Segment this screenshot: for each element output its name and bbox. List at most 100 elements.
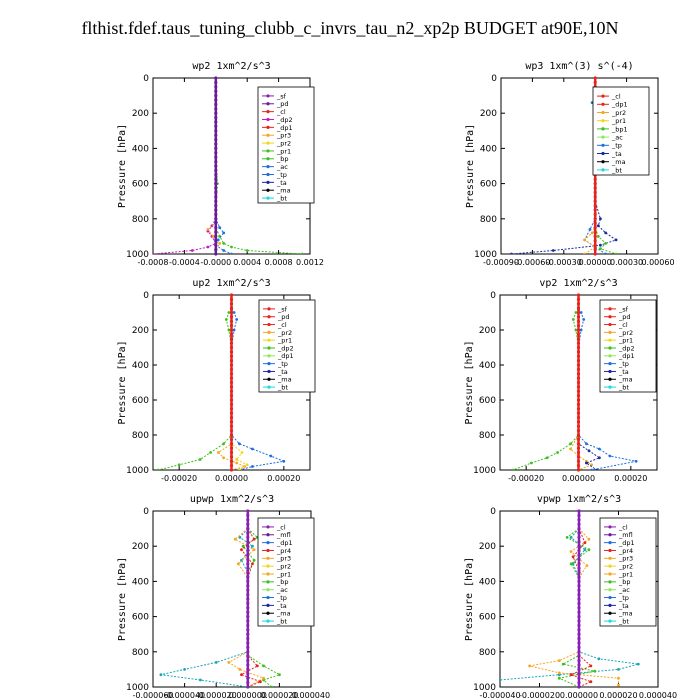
legend-entry: _cl — [276, 108, 286, 116]
data-point — [571, 318, 575, 321]
chart-title: up2 1xm^2/s^3 — [192, 278, 270, 289]
data-point — [227, 661, 231, 664]
legend-marker — [266, 533, 270, 537]
center-marker — [576, 319, 581, 323]
x-tick-label: 0.00020 — [614, 474, 647, 483]
center-marker — [576, 459, 581, 463]
center-marker — [229, 450, 234, 455]
center-marker — [577, 663, 581, 667]
data-point — [599, 243, 602, 247]
center-marker — [576, 354, 581, 358]
legend-marker — [266, 525, 270, 529]
chart-title: vpwp 1xm^2/s^3 — [537, 494, 621, 505]
y-tick-label: 1000 — [474, 250, 497, 260]
legend-marker — [608, 556, 612, 560]
center-marker — [577, 527, 581, 531]
legend: _sf_pd_cl_pr2_pr1_dp2_dp1_tp_ta_ma_bt — [599, 299, 657, 393]
legend-entry: _dp1 — [276, 539, 293, 547]
data-point — [614, 252, 618, 254]
center-marker — [246, 588, 250, 592]
center-marker — [577, 562, 581, 566]
data-point — [190, 249, 194, 252]
legend-entry: _pd — [276, 100, 289, 108]
center-marker — [229, 332, 234, 336]
center-marker — [214, 243, 218, 247]
legend-entry: _pr3 — [276, 132, 291, 140]
data-point — [561, 662, 565, 666]
center-marker — [246, 667, 250, 672]
y-tick-label: 200 — [479, 326, 496, 336]
legend-marker — [608, 354, 612, 358]
data-point — [245, 463, 249, 467]
plot-frame — [500, 77, 659, 255]
legend-entry: _bp — [276, 155, 289, 163]
legend-marker — [266, 572, 270, 576]
legend-entry: _dp1 — [618, 352, 635, 360]
legend-entry: _mfl — [618, 531, 633, 539]
legend-marker — [608, 533, 612, 537]
legend-entry: _ta — [611, 150, 622, 158]
x-tick-label: -0.000020 — [519, 691, 560, 700]
center-marker — [214, 111, 218, 115]
center-marker — [577, 641, 581, 645]
center-marker — [246, 628, 250, 632]
center-marker — [229, 315, 234, 319]
center-marker — [576, 385, 581, 389]
data-point — [238, 442, 241, 446]
center-marker — [593, 199, 597, 203]
center-marker — [577, 632, 581, 636]
center-marker — [576, 407, 581, 411]
center-marker — [246, 672, 250, 676]
y-tick-label: 0 — [143, 291, 149, 301]
data-point — [222, 442, 226, 446]
data-point — [587, 537, 591, 541]
center-marker — [577, 667, 581, 672]
center-marker — [576, 297, 581, 301]
y-tick-label: 600 — [132, 613, 149, 623]
center-marker — [229, 402, 234, 406]
legend-marker — [266, 172, 270, 177]
y-tick-label: 1000 — [126, 466, 149, 476]
center-marker — [214, 217, 218, 221]
data-point — [604, 242, 608, 245]
legend-marker — [608, 541, 612, 545]
data-point — [233, 537, 237, 541]
legend-marker — [608, 603, 612, 607]
legend-marker — [266, 157, 270, 161]
data-point — [227, 311, 231, 314]
data-point — [262, 664, 265, 668]
center-marker — [593, 208, 597, 212]
data-point — [238, 668, 242, 671]
data-point — [159, 673, 163, 677]
legend-marker — [267, 346, 271, 350]
y-tick-label: 800 — [479, 648, 496, 658]
center-marker — [593, 76, 597, 80]
data-point — [614, 238, 618, 242]
center-marker — [214, 226, 218, 230]
chart-title: wp3 1xm^(3) s^(-4) — [525, 61, 633, 72]
legend-entry: _dp2 — [276, 116, 293, 124]
data-point — [569, 447, 572, 451]
legend-entry: _cl — [611, 93, 621, 101]
legend-marker — [608, 322, 612, 327]
data-point — [235, 461, 239, 465]
center-marker — [576, 402, 581, 406]
center-marker — [576, 429, 581, 433]
legend-entry: _pr2 — [611, 109, 626, 117]
legend-entry: _bt — [276, 194, 287, 202]
data-point — [235, 458, 239, 461]
legend-entry: _pr1 — [618, 570, 633, 578]
center-marker — [577, 628, 581, 632]
center-marker — [214, 173, 218, 177]
legend-entry: _ta — [618, 602, 629, 610]
y-axis-label: Pressure [hPa] — [464, 340, 475, 424]
legend-marker — [266, 94, 270, 98]
center-marker — [576, 398, 581, 402]
x-tick-label: 0.00000 — [562, 474, 595, 483]
center-marker — [576, 376, 581, 380]
center-marker — [593, 226, 597, 230]
series-line — [207, 78, 221, 254]
legend-marker — [267, 354, 271, 358]
data-point — [569, 442, 572, 446]
center-marker — [576, 380, 581, 385]
